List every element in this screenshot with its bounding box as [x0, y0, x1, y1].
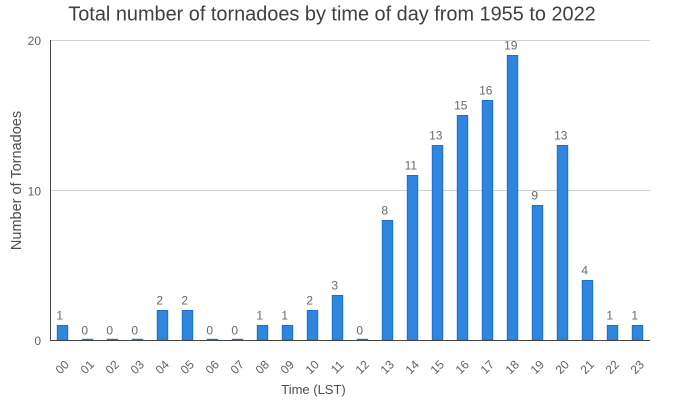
svg-text:10: 10 [28, 184, 42, 198]
svg-text:2: 2 [306, 294, 313, 308]
svg-text:3: 3 [331, 279, 338, 293]
svg-text:1: 1 [56, 309, 63, 323]
svg-text:20: 20 [28, 34, 42, 48]
svg-text:1: 1 [631, 309, 638, 323]
svg-text:Total number of tornadoes by t: Total number of tornadoes by time of day… [68, 4, 595, 26]
svg-text:1: 1 [281, 309, 288, 323]
svg-text:1: 1 [606, 309, 613, 323]
svg-text:1: 1 [256, 309, 263, 323]
svg-text:8: 8 [381, 204, 388, 218]
svg-text:Time (LST): Time (LST) [281, 382, 346, 397]
svg-text:2: 2 [156, 294, 163, 308]
svg-text:0: 0 [231, 324, 238, 338]
svg-text:Number of Tornadoes: Number of Tornadoes [9, 111, 25, 250]
svg-text:2: 2 [181, 294, 188, 308]
svg-text:0: 0 [206, 324, 213, 338]
svg-text:4: 4 [581, 264, 588, 278]
svg-text:11: 11 [405, 159, 418, 173]
svg-text:0: 0 [131, 324, 138, 338]
svg-text:19: 19 [504, 39, 518, 53]
svg-text:9: 9 [531, 189, 538, 203]
svg-text:15: 15 [454, 99, 468, 113]
svg-text:0: 0 [356, 324, 363, 338]
svg-text:0: 0 [106, 324, 113, 338]
svg-text:0: 0 [81, 324, 88, 338]
svg-text:13: 13 [554, 129, 568, 143]
svg-text:16: 16 [479, 84, 493, 98]
svg-text:0: 0 [34, 334, 41, 348]
svg-text:13: 13 [429, 129, 443, 143]
